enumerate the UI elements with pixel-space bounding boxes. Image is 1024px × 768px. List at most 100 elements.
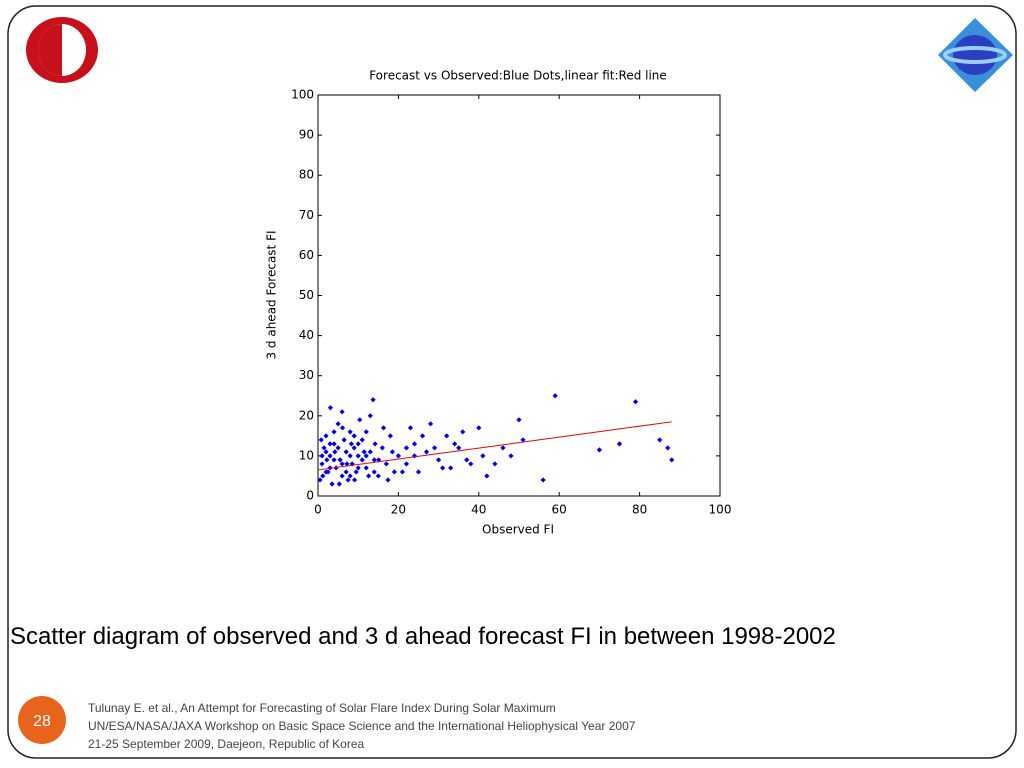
point: [323, 449, 329, 455]
point: [343, 469, 349, 475]
point: [347, 473, 353, 479]
fit-line: [317, 421, 672, 471]
y-axis-label: 3 d ahead Forecast FI: [265, 230, 279, 359]
point: [407, 425, 414, 431]
point: [370, 397, 376, 403]
point: [468, 461, 474, 467]
point: [456, 445, 462, 451]
x-axis-label: Observed FI: [482, 523, 554, 537]
point: [351, 433, 357, 439]
point: [361, 449, 367, 455]
point: [508, 453, 514, 459]
point: [403, 445, 410, 451]
point: [319, 453, 325, 459]
footer-line: Tulunay E. et al., An Attempt for Foreca…: [88, 701, 556, 715]
point: [657, 437, 663, 443]
point: [363, 453, 369, 459]
point: [348, 441, 354, 447]
point: [367, 449, 373, 455]
y-tick-label: 90: [299, 128, 314, 142]
point: [363, 465, 369, 471]
point: [444, 433, 450, 439]
point: [327, 453, 333, 459]
point: [347, 453, 353, 459]
footer-line: UN/ESA/NASA/JAXA Workshop on Basic Space…: [88, 719, 636, 733]
footer-line: 21-25 September 2009, Daejeon, Republic …: [88, 737, 365, 751]
point: [665, 445, 671, 451]
point: [339, 473, 345, 479]
point: [480, 453, 486, 459]
point: [339, 425, 346, 431]
point: [448, 465, 454, 471]
point: [411, 453, 418, 459]
point: [376, 457, 382, 463]
point: [317, 477, 323, 483]
point: [341, 437, 347, 443]
point: [387, 433, 393, 439]
point: [331, 457, 337, 463]
point: [411, 441, 418, 447]
point: [355, 465, 361, 471]
chart-title: Forecast vs Observed:Blue Dots,linear fi…: [369, 69, 667, 83]
point: [552, 393, 558, 399]
x-tick-label: 80: [632, 503, 647, 517]
point: [318, 437, 324, 443]
y-tick-label: 80: [299, 168, 314, 182]
point: [616, 441, 623, 447]
point: [632, 399, 639, 405]
point: [367, 413, 373, 419]
point: [385, 477, 391, 483]
point: [403, 461, 410, 467]
point: [339, 409, 345, 415]
point: [383, 461, 389, 467]
point: [540, 477, 546, 483]
y-tick-label: 10: [299, 448, 314, 462]
slide-number: 28: [33, 713, 51, 730]
point: [380, 425, 387, 431]
point: [339, 461, 345, 467]
point: [371, 457, 377, 463]
point: [323, 469, 329, 475]
x-tick-label: 60: [552, 503, 567, 517]
point: [355, 441, 361, 447]
caption: Scatter diagram of observed and 3 d ahea…: [10, 623, 836, 650]
y-tick-label: 40: [299, 328, 314, 342]
point: [344, 461, 350, 467]
point: [399, 469, 406, 475]
point: [395, 453, 401, 459]
point: [460, 429, 466, 435]
point: [520, 437, 526, 443]
y-tick-label: 100: [291, 88, 314, 102]
point: [596, 447, 602, 453]
slide-number-badge: [18, 696, 66, 744]
point: [484, 473, 490, 479]
point: [500, 445, 506, 451]
point: [335, 421, 341, 427]
point: [359, 457, 365, 463]
point: [366, 473, 372, 479]
point: [436, 457, 442, 463]
point: [372, 441, 378, 447]
point: [347, 429, 353, 435]
y-tick-label: 0: [306, 489, 314, 503]
point: [476, 425, 482, 431]
x-tick-label: 0: [314, 503, 322, 517]
plot-area: [317, 94, 721, 497]
y-tick-label: 70: [299, 208, 314, 222]
point: [375, 473, 381, 479]
left-logo: [26, 17, 98, 83]
point: [320, 473, 326, 479]
point: [359, 437, 365, 443]
point: [329, 481, 335, 487]
point: [353, 469, 359, 475]
point: [431, 445, 438, 451]
point: [331, 441, 337, 447]
y-tick-label: 60: [299, 248, 314, 262]
point: [355, 453, 361, 459]
x-tick-label: 40: [471, 503, 486, 517]
footer: Tulunay E. et al., An Attempt for Foreca…: [88, 701, 636, 751]
point: [423, 449, 430, 455]
point: [336, 481, 342, 487]
